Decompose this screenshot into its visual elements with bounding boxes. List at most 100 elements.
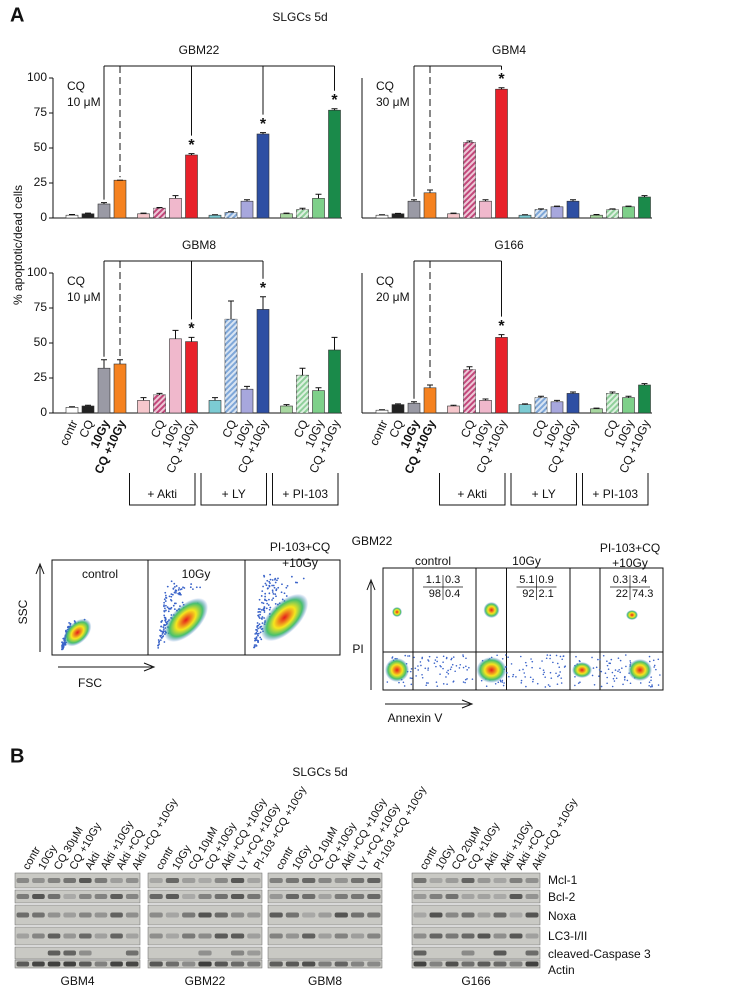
- flow-dot: [546, 654, 549, 656]
- flow-dot: [266, 602, 269, 605]
- error-bar: [482, 199, 489, 202]
- flow-dot: [450, 657, 453, 660]
- y-tick-label: 75: [34, 105, 48, 119]
- bar: [479, 200, 492, 219]
- flow-dot: [257, 608, 260, 610]
- bar: [185, 154, 198, 219]
- flow-dot: [615, 677, 618, 680]
- flow-dot: [518, 669, 521, 671]
- blot-band: [413, 950, 427, 956]
- blot-band: [461, 961, 475, 967]
- flow-dot: [600, 670, 603, 673]
- error-bar: [172, 195, 179, 199]
- flow-dot: [520, 679, 523, 682]
- flow-dot: [607, 668, 610, 670]
- blot-band: [302, 961, 316, 967]
- flow-dot: [181, 601, 184, 604]
- chart-title: GBM22: [179, 43, 220, 57]
- blot-band: [165, 961, 180, 967]
- flow-dot: [611, 671, 614, 674]
- protein-label: Bcl-2: [548, 890, 576, 904]
- flow-dot: [275, 588, 278, 591]
- flow-dot: [257, 641, 259, 644]
- blot-band: [110, 933, 123, 939]
- blot-band: [79, 950, 92, 956]
- flow-dot: [459, 663, 462, 666]
- flow-dot: [268, 608, 271, 611]
- axis-arrow: [58, 662, 156, 672]
- flow-dot: [494, 683, 497, 685]
- flow-dot: [268, 592, 271, 595]
- blot-band: [367, 912, 381, 918]
- flow-dot: [424, 667, 427, 670]
- blot-band: [230, 933, 245, 939]
- bar-hatch: [606, 209, 619, 218]
- error-bar: [538, 208, 544, 210]
- blot-band: [182, 894, 196, 899]
- blot-band: [63, 933, 76, 939]
- flow-dot: [179, 593, 182, 596]
- error-bar: [625, 395, 632, 398]
- flow-dot: [170, 595, 173, 598]
- flow-panel-label: +10Gy: [282, 556, 318, 570]
- flow-dot: [159, 635, 162, 638]
- x-tick-label: CQ: [458, 418, 478, 440]
- quadrant-value: 1.1: [426, 574, 441, 586]
- flow-dot: [271, 599, 273, 601]
- flow-dot: [257, 639, 260, 642]
- error-bar: [117, 359, 123, 364]
- flow-dot: [262, 602, 265, 605]
- blot-band: [16, 912, 30, 918]
- flow-dot: [285, 586, 288, 589]
- flow-dot: [274, 593, 277, 596]
- significance-mark: *: [260, 280, 267, 297]
- bar: [328, 349, 341, 414]
- flow-dot: [276, 579, 278, 582]
- blot-name: G166: [461, 974, 491, 988]
- bar: [638, 384, 651, 414]
- flow-dot: [520, 682, 523, 684]
- error-bar: [101, 359, 107, 369]
- flow-density: [483, 602, 500, 618]
- flow-dot: [558, 666, 561, 668]
- flow-dot: [434, 659, 437, 661]
- flow-dot: [163, 641, 166, 643]
- flow-dot: [604, 672, 607, 674]
- blot-band: [493, 933, 507, 939]
- blot-band: [214, 912, 228, 918]
- flow-dot: [550, 677, 553, 679]
- chart-note: 20 μM: [376, 290, 410, 304]
- flow-density: [476, 657, 507, 683]
- flow-dot: [606, 660, 608, 663]
- flow-dot: [625, 665, 627, 668]
- blot-band: [334, 878, 348, 883]
- chart-title: GBM4: [492, 43, 526, 57]
- flow-dot: [411, 677, 413, 680]
- flow-dot: [610, 658, 613, 661]
- blot-band: [493, 878, 507, 883]
- blot-band: [493, 894, 507, 899]
- flow-dot: [559, 655, 562, 658]
- flow-dot: [497, 681, 500, 684]
- blot-band: [269, 912, 283, 918]
- quadrant-value: 0.9: [539, 574, 554, 586]
- blot-band: [47, 933, 61, 939]
- flow-panel-label: PI-103+CQ: [600, 541, 660, 555]
- blot-name: GBM22: [185, 974, 226, 988]
- blot-band: [125, 894, 139, 899]
- group-label: + LY: [532, 487, 556, 501]
- y-tick-label: 75: [34, 300, 48, 314]
- flow-dot: [455, 664, 458, 667]
- flow-dot: [622, 683, 624, 686]
- y-tick-label: 50: [34, 335, 48, 349]
- flow-dot: [600, 685, 603, 688]
- flow-dot: [410, 668, 413, 670]
- blot-band: [302, 878, 316, 883]
- blot-band: [182, 912, 196, 918]
- bar: [113, 363, 127, 414]
- flow-dot: [269, 582, 271, 585]
- flow-dot: [163, 616, 166, 619]
- blot-band: [182, 878, 196, 883]
- bar: [566, 200, 580, 219]
- blot-band: [214, 961, 228, 967]
